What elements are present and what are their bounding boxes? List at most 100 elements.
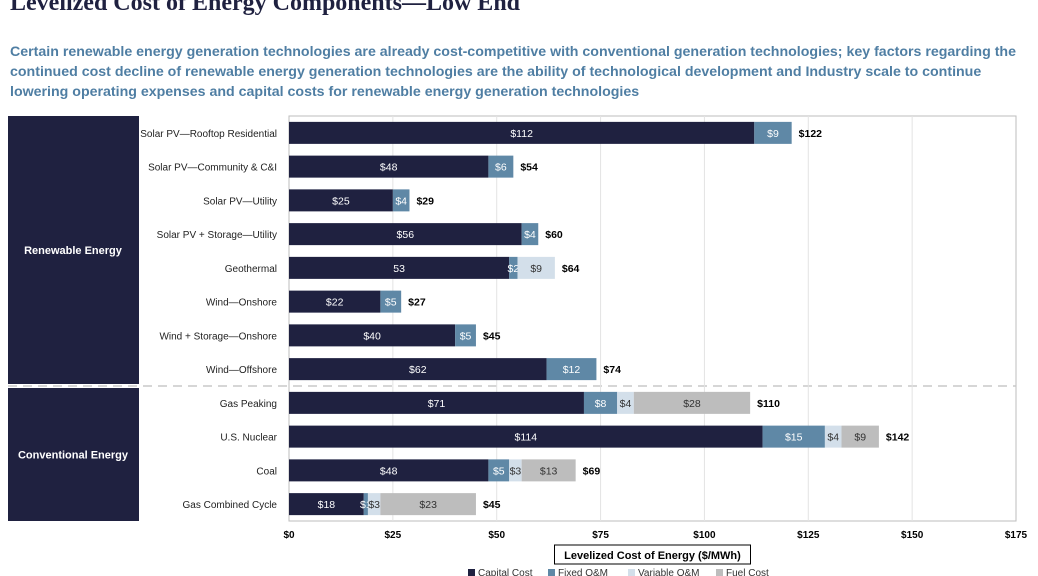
- bar-segment-label: $8: [595, 398, 607, 410]
- category-label: U.S. Nuclear: [220, 433, 277, 444]
- bar-segment: [289, 155, 489, 178]
- category-label: Solar PV + Storage—Utility: [157, 230, 277, 241]
- bar-segment: [488, 155, 514, 178]
- bar-segment: [380, 290, 402, 313]
- bar-segment: [546, 358, 597, 381]
- category-label: Solar PV—Rooftop Residential: [140, 129, 277, 140]
- bar-segment: [583, 391, 618, 414]
- bar-total-label: $60: [545, 229, 563, 241]
- bar-segment-label: $2: [507, 263, 519, 275]
- bar-segment-label: $6: [495, 162, 507, 174]
- bar-total-label: $29: [416, 195, 434, 207]
- bar-segment-label: $28: [683, 398, 701, 410]
- bar-segment: [289, 290, 381, 313]
- x-axis-title: Levelized Cost of Energy ($/MWh): [564, 550, 741, 562]
- bar-segment-label: $22: [326, 297, 344, 309]
- bar-total-label: $69: [583, 465, 601, 477]
- x-tick-label: $175: [1005, 530, 1028, 541]
- bar-segment-label: $4: [395, 195, 407, 207]
- bar-segment-label: $114: [514, 432, 537, 444]
- bar-segment: [392, 189, 410, 212]
- bar-segment: [488, 459, 510, 482]
- bar-segment: [754, 121, 792, 144]
- bar-total-label: $45: [483, 499, 501, 511]
- bar-segment-label: $9: [767, 128, 779, 140]
- bar-segment: [762, 425, 825, 448]
- bar-total-label: $54: [520, 162, 538, 174]
- bar-total-label: $74: [603, 364, 621, 376]
- bar-segment-label: $71: [428, 398, 446, 410]
- bar-total-label: $142: [886, 432, 910, 444]
- bar-segment-label: $3: [510, 465, 522, 477]
- bar-segment-label: $9: [854, 432, 866, 444]
- category-label: Wind + Storage—Onshore: [159, 331, 277, 342]
- legend-label: Fuel Cost: [726, 568, 769, 576]
- bar-segment-label: $18: [318, 499, 336, 511]
- bar-segment-label: $48: [380, 465, 398, 477]
- bar-segment-label: $25: [332, 195, 350, 207]
- group-box: [8, 116, 139, 384]
- bar-segment-label: $5: [493, 465, 505, 477]
- category-label: Wind—Onshore: [206, 298, 278, 309]
- bar-segment-label: $3: [368, 499, 380, 511]
- bar-total-label: $110: [757, 398, 780, 410]
- bar-segment: [380, 493, 476, 516]
- bar-segment: [617, 391, 634, 414]
- bar-segment: [455, 324, 476, 347]
- bar-segment: [841, 425, 879, 448]
- bar-segment: [521, 223, 539, 246]
- x-tick-label: $50: [488, 530, 505, 541]
- bar-segment: [289, 391, 584, 414]
- bar-total-label: $64: [562, 263, 580, 275]
- bar-segment: [517, 256, 555, 279]
- category-label: Gas Peaking: [220, 399, 277, 410]
- bar-total-label: $122: [799, 128, 823, 140]
- bar-segment-label: $12: [563, 364, 581, 376]
- legend-swatch: [716, 569, 723, 576]
- group-label: Renewable Energy: [24, 245, 123, 257]
- x-axis-title-box: [554, 544, 751, 565]
- bar-segment: [509, 459, 522, 482]
- category-label: Gas Combined Cycle: [183, 500, 278, 511]
- bar-segment: [363, 493, 368, 516]
- bar-segment-label: $15: [785, 432, 803, 444]
- bar-segment-label: $4: [827, 432, 839, 444]
- bar-segment-label: $4: [524, 229, 536, 241]
- bar-segment: [289, 425, 763, 448]
- x-tick-label: $125: [797, 530, 820, 541]
- legend-swatch: [548, 569, 555, 576]
- x-tick-label: $25: [385, 530, 402, 541]
- category-label: Solar PV—Utility: [203, 196, 277, 207]
- x-tick-label: $75: [592, 530, 609, 541]
- bar-total-label: $27: [408, 297, 426, 309]
- x-tick-label: $0: [283, 530, 295, 541]
- bar-segment: [289, 493, 364, 516]
- bar-segment-label: 53: [393, 263, 405, 275]
- bar-segment-label: $23: [419, 499, 437, 511]
- legend-swatch: [468, 569, 475, 576]
- page-subtitle: Certain renewable energy generation tech…: [10, 44, 1016, 100]
- bar-segment-label: $112: [510, 128, 533, 140]
- bar-segment: [289, 223, 522, 246]
- category-label: Solar PV—Community & C&I: [148, 163, 277, 174]
- x-tick-label: $100: [693, 530, 716, 541]
- bar-segment-label: $4: [620, 398, 632, 410]
- page-title: Levelized Cost of Energy Components—Low …: [10, 0, 521, 16]
- bar-segment-label: $40: [363, 330, 381, 342]
- legend-swatch: [628, 569, 635, 576]
- bar-segment: [289, 324, 456, 347]
- bar-segment: [367, 493, 381, 516]
- bar-segment: [824, 425, 842, 448]
- group-box: [8, 388, 139, 521]
- bar-segment-label: $62: [409, 364, 427, 376]
- bar-segment-label: $13: [540, 465, 558, 477]
- bar-segment-label: $1: [360, 499, 372, 511]
- bar-segment-label: $5: [460, 330, 472, 342]
- bar-segment: [289, 121, 755, 144]
- bar-segment-label: $56: [397, 229, 415, 241]
- bar-segment-label: $9: [530, 263, 542, 275]
- bar-segment-label: $5: [385, 297, 397, 309]
- legend-label: Capital Cost: [478, 568, 533, 576]
- bar-segment-label: $48: [380, 162, 398, 174]
